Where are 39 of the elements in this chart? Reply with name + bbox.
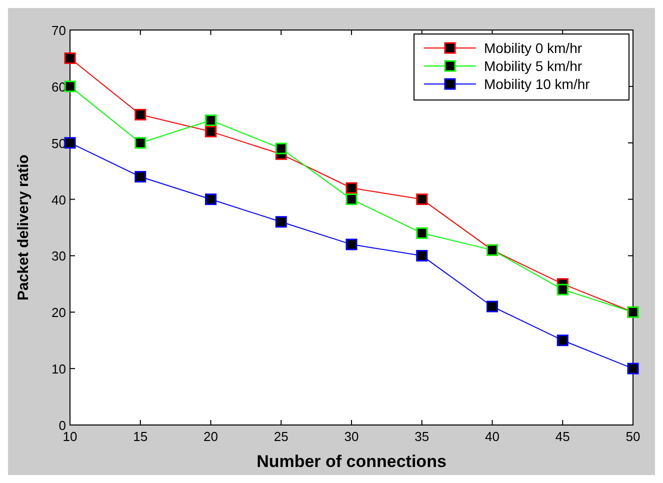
point [275,216,287,228]
point [275,142,287,154]
legend-label: Mobility 0 km/hr [484,40,582,56]
point [556,334,568,346]
point [416,227,428,239]
x-tick-label: 45 [555,429,570,444]
x-tick-label: 20 [204,429,218,444]
legend-label: Mobility 5 km/hr [484,58,582,74]
x-tick-label: 40 [485,429,500,444]
y-tick-label: 10 [52,362,66,377]
point [64,137,76,149]
point [346,194,358,206]
point [134,108,146,120]
point [416,250,428,262]
point [346,238,358,250]
point [205,194,216,206]
x-tick-label: 25 [274,429,288,444]
x-tick-label: 30 [344,429,359,444]
point [556,284,568,296]
x-tick-label: 15 [133,429,148,444]
point [346,182,358,194]
point [64,52,76,64]
point [134,137,146,149]
point [416,194,428,206]
x-tick-label: 35 [414,429,430,444]
x-tick-label: 50 [626,429,640,444]
legend-label: Mobility 10 km/hr [484,76,590,92]
point [64,80,76,92]
x-axis-title: Number of connections [256,452,446,471]
y-tick-label: 30 [52,248,66,264]
y-axis-title: Packet delivery ratio [15,154,32,300]
point [486,300,498,312]
y-tick-label: 20 [52,305,66,320]
y-tick-label: 40 [52,192,66,208]
point [627,362,639,374]
point [205,114,216,126]
point [205,126,216,138]
y-tick-label: 70 [52,23,66,38]
point [134,170,146,182]
